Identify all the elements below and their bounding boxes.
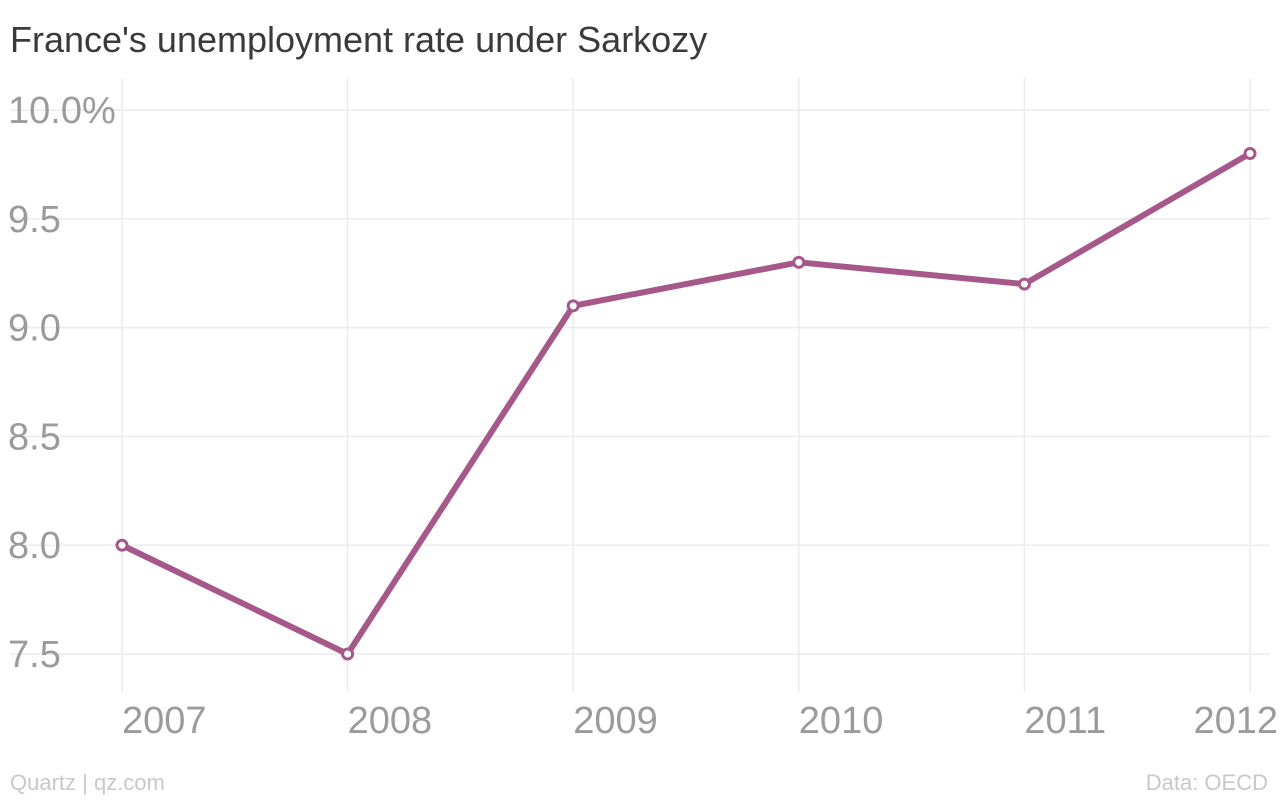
x-tick-label: 2011	[1024, 700, 1106, 742]
chart-title: France's unemployment rate under Sarkozy	[10, 19, 707, 60]
x-tick-label: 2010	[799, 700, 884, 742]
data-point	[792, 255, 806, 269]
series-line	[119, 150, 1253, 657]
x-tick-label: 2012	[1193, 700, 1278, 742]
source-credit: Quartz | qz.com	[10, 770, 165, 795]
data-point	[566, 299, 580, 313]
y-axis-tick-labels: 7.5 8.0 8.5 9.0 9.5 10.0%	[8, 90, 116, 676]
y-tick-label: 8.0	[8, 525, 61, 567]
x-axis-tick-labels: 2007 2008 2009 2010 2011 2012	[122, 700, 1278, 742]
y-tick-label: 9.0	[8, 308, 61, 350]
y-tick-label: 7.5	[8, 634, 61, 676]
x-tick-label: 2007	[122, 700, 207, 742]
data-point	[1017, 277, 1031, 291]
data-point	[341, 647, 355, 661]
x-tick-label: 2008	[348, 700, 433, 742]
series-layer	[115, 147, 1257, 661]
data-source: Data: OECD	[1146, 770, 1268, 795]
grid-layer	[10, 78, 1270, 692]
y-tick-label: 9.5	[8, 199, 61, 241]
y-tick-label: 8.5	[8, 416, 61, 458]
x-tick-label: 2009	[573, 700, 658, 742]
data-point	[115, 538, 129, 552]
data-point	[1243, 147, 1257, 161]
y-tick-label: 10.0%	[8, 90, 116, 132]
